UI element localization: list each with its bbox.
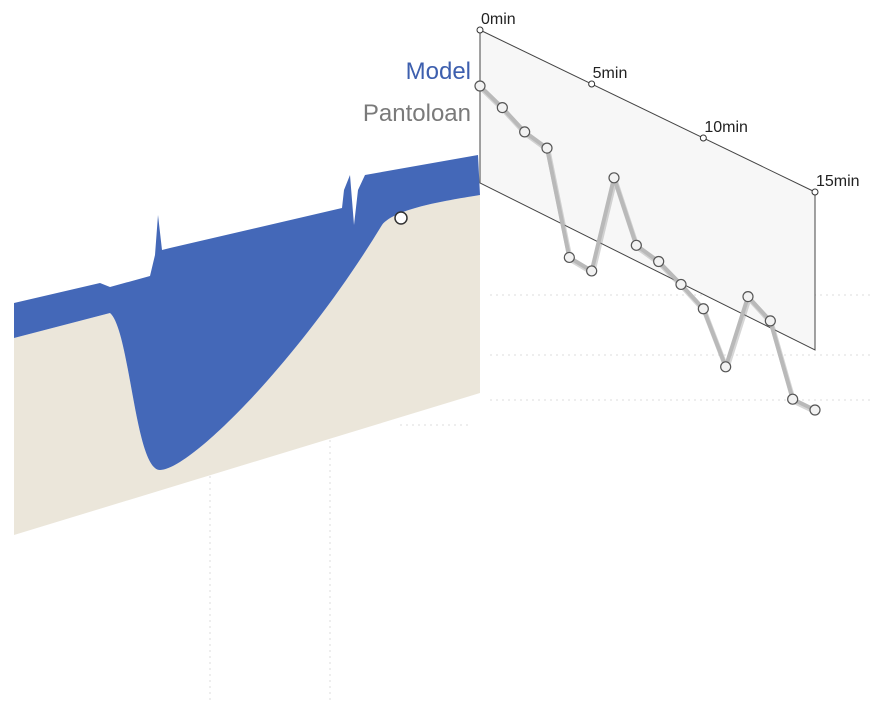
time-tick-label-1: 5min [593,65,628,82]
time-tick-0 [476,26,484,34]
observed-point-5 [586,265,598,277]
observed-point-7 [630,239,642,251]
observed-point-12 [742,291,754,303]
terrain-cross-section [14,195,480,535]
gauge-location-marker [394,211,408,225]
observed-point-2 [519,126,531,138]
observed-point-6 [608,172,620,184]
observed-point-4 [563,251,575,264]
time-tick-label-0: 0min [481,11,516,28]
observed-point-8 [653,255,665,268]
observed-point-9 [675,278,687,291]
time-axis-ticks: 0min 5min 10min 15min [476,11,860,196]
observed-series-line [478,84,816,412]
time-tick-label-2: 10min [704,119,748,136]
observed-point-3 [541,142,553,154]
observed-point-0 [474,80,486,92]
observed-series-points [474,80,821,416]
tide-gauge-panel: 0min 5min 10min 15min [474,11,860,416]
observed-point-13 [764,315,776,327]
time-tick-label-3: 15min [816,173,860,190]
observed-point-15 [809,404,821,416]
background-guides [209,294,870,700]
panel-background [479,29,816,351]
observed-point-11 [720,361,732,373]
time-tick-1 [588,80,596,88]
legend-model-label: Model [406,58,471,85]
time-tick-2 [699,134,707,142]
time-tick-3 [811,188,819,196]
observed-point-10 [697,303,709,315]
model-water-body [14,155,480,470]
legend-observed-label: Pantoloan [363,100,471,127]
observed-point-1 [496,101,508,114]
observed-point-14 [787,393,799,405]
